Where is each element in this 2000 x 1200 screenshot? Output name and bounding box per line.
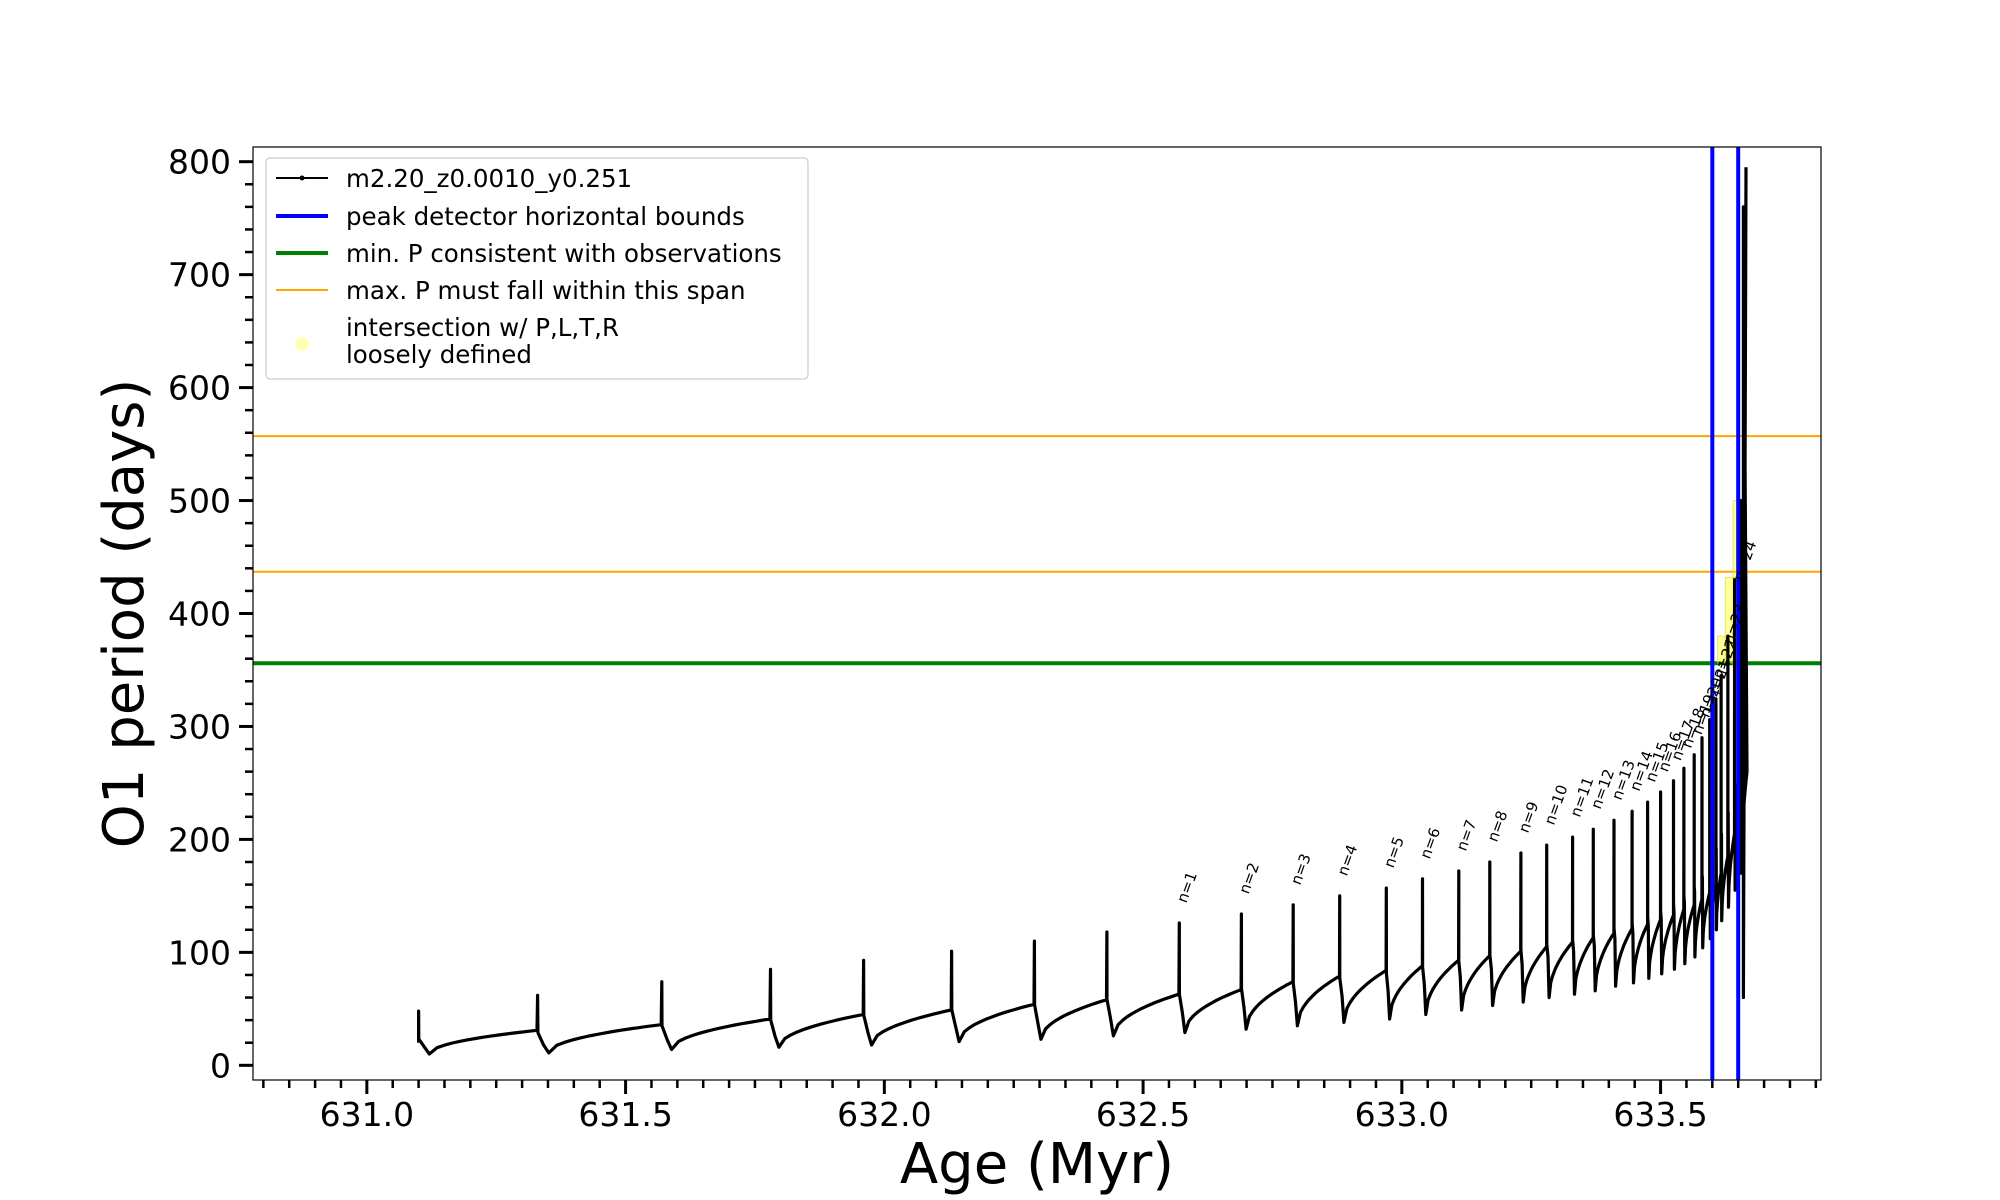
pulse-label: n=5 <box>1380 834 1408 870</box>
legend-label: loosely defined <box>346 340 532 369</box>
x-tick-label: 632.0 <box>837 1095 931 1134</box>
x-tick-label: 633.0 <box>1355 1095 1449 1134</box>
pulse-label: n=6 <box>1416 825 1444 861</box>
legend-marker <box>295 337 309 351</box>
pulse-label: n=8 <box>1484 808 1512 844</box>
x-tick-label: 631.0 <box>320 1095 414 1134</box>
y-tick-label: 500 <box>168 482 231 521</box>
y-tick-label: 200 <box>168 820 231 859</box>
x-axis-title: Age (Myr) <box>900 1132 1174 1197</box>
legend-label: intersection w/ P,L,T,R <box>346 313 619 342</box>
y-axis: 0 100 200 300 400 500 600 700 800 <box>168 143 253 1085</box>
legend-label: min. P consistent with observations <box>346 239 782 268</box>
y-tick-label: 100 <box>168 933 231 972</box>
x-tick-label: 633.5 <box>1613 1095 1707 1134</box>
legend-label: max. P must fall within this span <box>346 276 746 305</box>
pulse-label: n=10 <box>1541 782 1572 827</box>
y-tick-label: 600 <box>168 369 231 408</box>
pulse-label: n=7 <box>1453 817 1481 853</box>
x-tick-label: 631.5 <box>578 1095 672 1134</box>
legend-label: peak detector horizontal bounds <box>346 202 745 231</box>
legend-label: m2.20_z0.0010_y0.251 <box>346 164 632 193</box>
legend-marker <box>299 175 305 181</box>
y-tick-label: 400 <box>168 595 231 634</box>
y-tick-label: 700 <box>168 256 231 295</box>
x-axis: 631.0 631.5 632.0 632.5 633.0 633.5 <box>262 1080 1818 1134</box>
y-tick-label: 300 <box>168 707 231 746</box>
pulse-label: n=4 <box>1334 842 1362 878</box>
pulse-label: n=9 <box>1515 799 1543 835</box>
pulse-label: n=3 <box>1287 851 1315 887</box>
y-axis-title: O1 period (days) <box>92 379 157 849</box>
legend-box <box>265 157 809 380</box>
pulse-label: n=2 <box>1235 860 1263 896</box>
x-tick-label: 632.5 <box>1096 1095 1190 1134</box>
y-tick-label: 0 <box>210 1046 231 1085</box>
plot-area <box>253 147 1821 1080</box>
y-tick-label: 800 <box>168 143 231 182</box>
pulse-label: n=1 <box>1173 869 1201 905</box>
